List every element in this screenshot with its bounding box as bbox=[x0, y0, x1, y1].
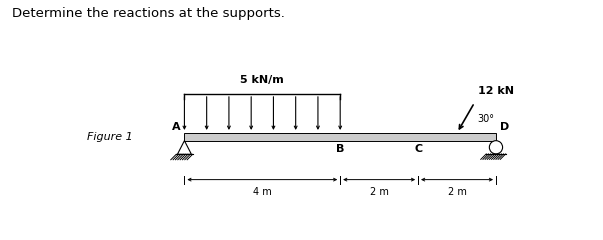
Text: B: B bbox=[336, 144, 344, 154]
Circle shape bbox=[490, 141, 502, 154]
Polygon shape bbox=[177, 141, 191, 154]
Text: 2 m: 2 m bbox=[370, 187, 388, 197]
Text: Figure 1: Figure 1 bbox=[87, 132, 133, 142]
Text: 4 m: 4 m bbox=[253, 187, 272, 197]
Text: 12 kN: 12 kN bbox=[478, 86, 514, 96]
Text: 2 m: 2 m bbox=[447, 187, 467, 197]
Text: D: D bbox=[500, 122, 509, 132]
Text: Determine the reactions at the supports.: Determine the reactions at the supports. bbox=[12, 7, 285, 20]
Text: A: A bbox=[172, 122, 180, 132]
Text: 5 kN/m: 5 kN/m bbox=[241, 75, 284, 85]
Text: C: C bbox=[414, 144, 422, 154]
Bar bbox=[185, 133, 496, 141]
Text: 30°: 30° bbox=[477, 114, 494, 124]
